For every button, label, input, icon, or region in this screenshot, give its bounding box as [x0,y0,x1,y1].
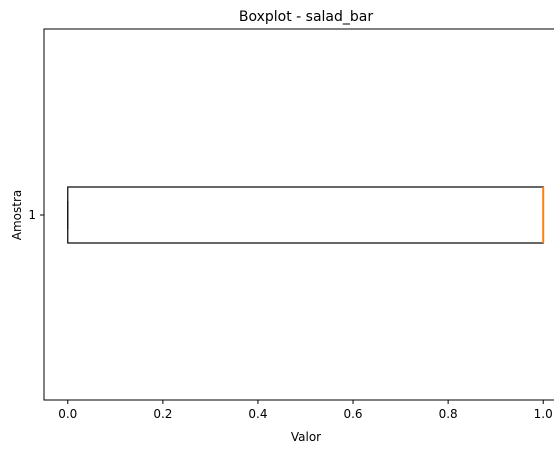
y-axis-label: Amostra [10,190,24,240]
x-tick-label: 0.6 [343,407,362,421]
x-axis-ticks: 0.0 0.2 0.4 0.6 0.8 1.0 [58,400,553,421]
box-series [67,186,545,244]
x-tick-label: 0.8 [439,407,458,421]
x-axis-label: Valor [291,430,321,444]
plot-area [43,28,554,401]
x-tick-label: 1.0 [534,407,553,421]
x-tick-label: 0.2 [153,407,172,421]
box-iqr [67,186,544,244]
x-tick-label: 0.4 [248,407,267,421]
y-tick-label: 1 [28,208,36,222]
y-axis-ticks: 1 [28,208,44,222]
x-tick-label: 0.0 [58,407,77,421]
chart-title: Boxplot - salad_bar [239,9,374,25]
